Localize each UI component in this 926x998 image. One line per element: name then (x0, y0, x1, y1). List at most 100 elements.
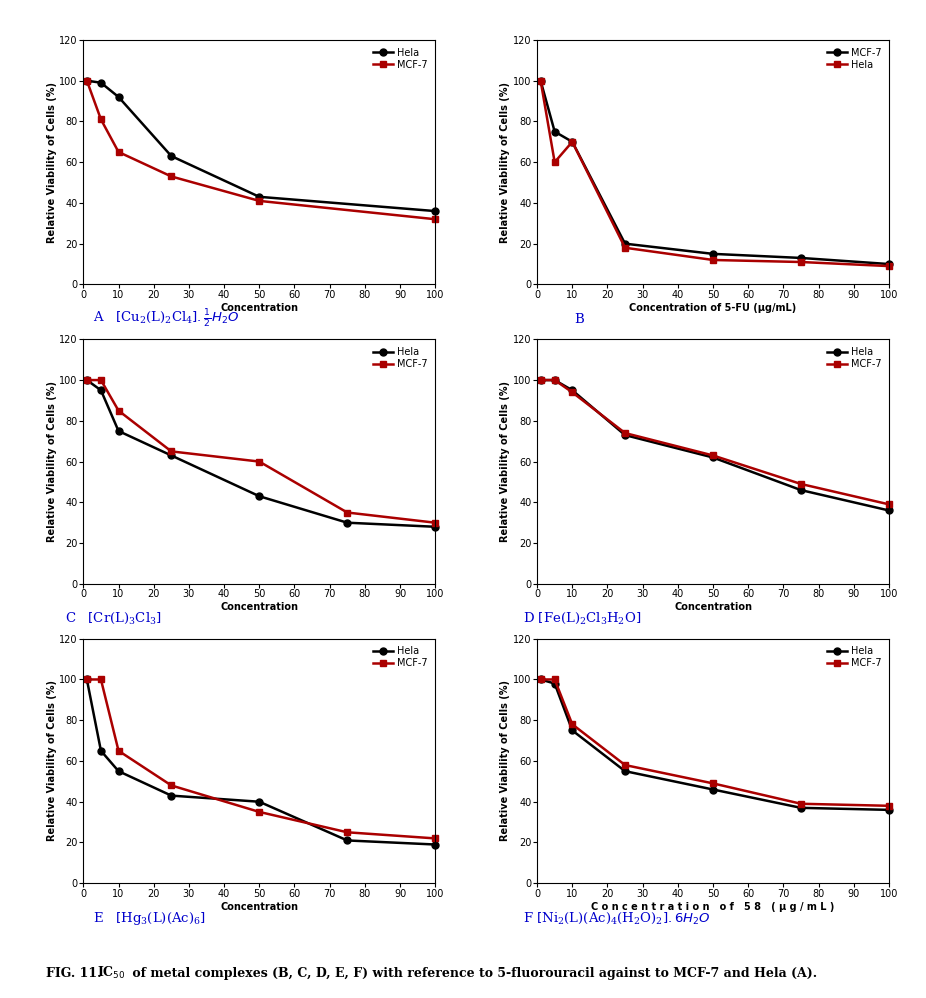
MCF-7 (254, 195, 265, 207)
Hela (707, 451, 719, 463)
MCF-7 (95, 674, 106, 686)
Hela (619, 242, 631, 253)
MCF-7 (81, 75, 93, 87)
MCF-7 (707, 777, 719, 789)
Hela (166, 789, 177, 801)
Hela (549, 157, 560, 169)
MCF-7 (883, 799, 895, 811)
Hela (883, 260, 895, 272)
Hela (619, 765, 631, 777)
Text: A   $[\mathregular{Cu_2(L)_2Cl_4}].\frac{1}{2}H_2O$: A $[\mathregular{Cu_2(L)_2Cl_4}].\frac{1… (93, 308, 239, 330)
Hela (166, 449, 177, 461)
Hela (567, 725, 578, 737)
MCF-7 (549, 374, 560, 386)
Hela (254, 490, 265, 502)
MCF-7 (535, 374, 546, 386)
Text: B: B (574, 312, 584, 326)
MCF-7 (254, 456, 265, 468)
Legend: Hela, MCF-7: Hela, MCF-7 (824, 644, 884, 672)
MCF-7 (619, 238, 631, 250)
Hela (113, 765, 124, 777)
Legend: Hela, MCF-7: Hela, MCF-7 (370, 45, 431, 73)
MCF-7 (707, 449, 719, 461)
Hela (81, 374, 93, 386)
MCF-7 (707, 248, 719, 259)
MCF-7 (535, 75, 546, 87)
Y-axis label: Relative Viability of Cells (%): Relative Viability of Cells (%) (46, 381, 56, 542)
MCF-7 (883, 258, 895, 270)
Hela (707, 254, 719, 266)
MCF-7 (567, 386, 578, 398)
Hela (549, 678, 560, 690)
MCF-7 (254, 806, 265, 818)
Line: MCF-7: MCF-7 (83, 676, 439, 842)
Line: Hela: Hela (83, 676, 439, 848)
Hela (81, 674, 93, 686)
MCF-7 (430, 832, 441, 844)
Hela (81, 75, 93, 87)
MCF-7 (81, 374, 93, 386)
Text: F $[\mathregular{Ni_2(L)(Ac)_4(H_2O)_2}].6H_2O$: F $[\mathregular{Ni_2(L)(Ac)_4(H_2O)_2}]… (523, 910, 711, 926)
Hela (535, 374, 546, 386)
X-axis label: Concentration: Concentration (220, 602, 298, 612)
Legend: Hela, MCF-7: Hela, MCF-7 (370, 644, 431, 672)
Hela (113, 91, 124, 103)
Text: E   $[\mathregular{Hg_3(L)(Ac)_6}]$: E $[\mathregular{Hg_3(L)(Ac)_6}]$ (93, 909, 206, 927)
Hela (254, 191, 265, 203)
MCF-7 (166, 779, 177, 791)
MCF-7 (342, 507, 353, 519)
MCF-7 (113, 404, 124, 416)
MCF-7 (342, 826, 353, 838)
Text: FIG. 11.: FIG. 11. (46, 966, 106, 980)
Hela (535, 674, 546, 686)
Y-axis label: Relative Viability of Cells (%): Relative Viability of Cells (%) (46, 681, 56, 841)
X-axis label: Concentration: Concentration (674, 602, 752, 612)
MCF-7 (430, 214, 441, 226)
Y-axis label: Relative Viability of Cells (%): Relative Viability of Cells (%) (500, 681, 510, 841)
MCF-7 (567, 136, 578, 148)
Line: Hela: Hela (537, 376, 893, 514)
X-axis label: Concentration: Concentration (220, 302, 298, 312)
MCF-7 (795, 251, 807, 263)
MCF-7 (883, 498, 895, 510)
Hela (430, 206, 441, 218)
X-axis label: Concentration: Concentration (220, 901, 298, 911)
MCF-7 (81, 674, 93, 686)
MCF-7 (166, 445, 177, 457)
Hela (567, 136, 578, 148)
MCF-7 (430, 517, 441, 529)
Line: MCF-7: MCF-7 (537, 376, 893, 508)
Text: C   $[\mathregular{Cr(L)_3Cl_3}]$: C $[\mathregular{Cr(L)_3Cl_3}]$ (65, 611, 162, 627)
Hela (795, 484, 807, 496)
MCF-7 (795, 478, 807, 490)
Y-axis label: Relative Viability of Cells (%): Relative Viability of Cells (%) (500, 82, 510, 243)
Hela (567, 384, 578, 396)
Line: Hela: Hela (537, 77, 893, 269)
Hela (254, 795, 265, 807)
Line: MCF-7: MCF-7 (537, 77, 893, 267)
Hela (707, 783, 719, 795)
Line: MCF-7: MCF-7 (83, 77, 439, 223)
Hela (95, 77, 106, 89)
MCF-7 (166, 171, 177, 183)
MCF-7 (619, 427, 631, 439)
Hela (95, 384, 106, 396)
MCF-7 (535, 674, 546, 686)
Text: IC$_{50}$: IC$_{50}$ (97, 965, 126, 981)
Line: Hela: Hela (537, 676, 893, 813)
MCF-7 (567, 719, 578, 731)
MCF-7 (549, 126, 560, 138)
Hela (430, 521, 441, 533)
Legend: Hela, MCF-7: Hela, MCF-7 (824, 344, 884, 372)
MCF-7 (113, 745, 124, 756)
Hela (342, 834, 353, 846)
MCF-7 (113, 146, 124, 158)
Hela (535, 75, 546, 87)
Text: D $[\mathregular{Fe(L)_2Cl_3H_2O}]$: D $[\mathregular{Fe(L)_2Cl_3H_2O}]$ (523, 611, 642, 627)
Line: MCF-7: MCF-7 (537, 676, 893, 809)
Hela (883, 505, 895, 517)
MCF-7 (795, 797, 807, 809)
Hela (795, 801, 807, 813)
Hela (166, 150, 177, 162)
Line: Hela: Hela (83, 376, 439, 530)
